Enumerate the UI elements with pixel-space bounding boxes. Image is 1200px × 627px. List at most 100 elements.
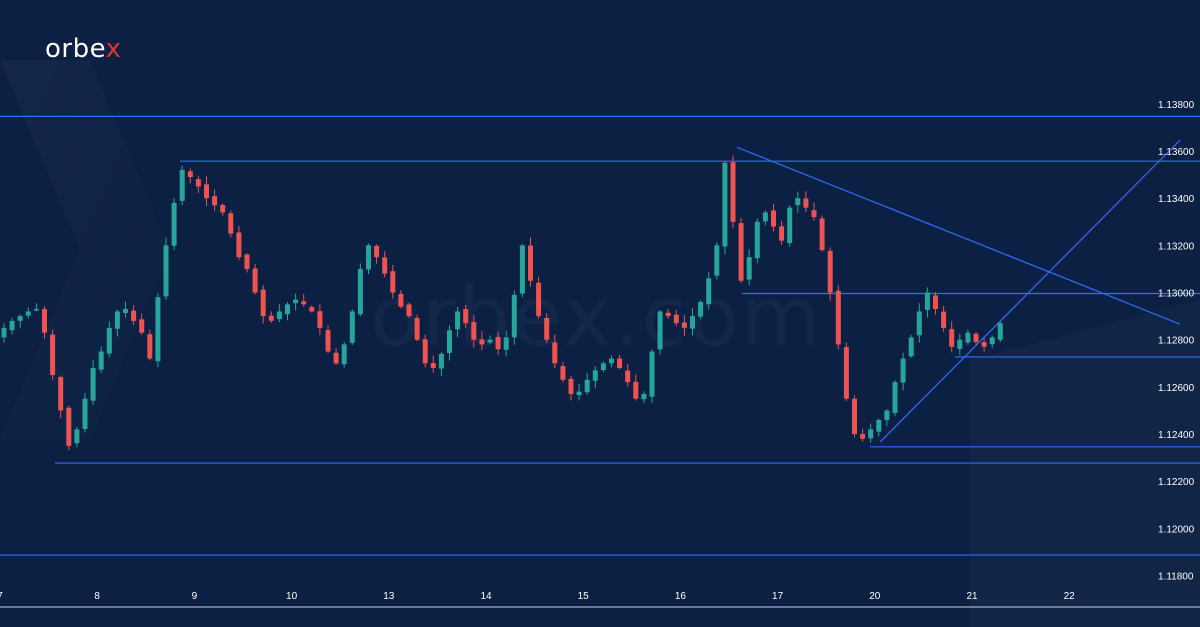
candle-bear [252,268,258,293]
candle-bull [876,419,882,432]
candle-bull [366,245,371,270]
candle-bull [455,311,461,330]
candle-bear [738,223,744,281]
candle-bull [900,358,906,383]
x-tick-label: 10 [286,591,298,602]
candle-bear [681,322,687,328]
candle-bull [592,370,598,381]
candle-bull [997,323,1003,340]
candle-bull [965,332,971,343]
candle-bull [487,339,493,343]
candle-bear [268,315,274,321]
candle-bear [827,250,833,293]
y-tick-label: 1.13400 [1158,194,1195,205]
candle-bear [479,339,485,345]
candle-bear [382,257,388,274]
candle-bull [698,301,704,317]
candle-bull [25,311,31,316]
candle-bear [544,317,550,340]
candle-bear [414,317,420,340]
candle-bull [9,320,15,331]
candle-bear [617,358,623,369]
candle-bear [390,271,396,293]
candle-bull [916,311,922,336]
candle-bear [843,347,849,399]
candle-bear [463,309,469,324]
candle-bear [58,377,64,411]
candle-bear [195,179,201,187]
x-tick-label: 15 [578,591,590,602]
candle-bull [17,316,23,321]
candle-bull [349,311,355,343]
candle-bear [236,232,242,258]
candle-bear [430,363,436,369]
candle-bull [171,202,177,246]
candle-bear [204,184,209,199]
candle-bull [884,410,890,421]
candle-bear [779,226,785,241]
candle-bear [187,171,193,177]
y-tick-label: 1.13800 [1158,100,1195,111]
candle-bull [503,337,509,350]
candle-bull [657,311,663,350]
candle-bear [552,342,558,364]
candle-bear [941,311,947,328]
candle-bull [600,363,606,370]
candle-bear [811,210,817,218]
candle-bear [147,334,153,359]
candle-bear [633,381,639,399]
candle-bull [690,316,695,329]
candle-bear [819,218,825,251]
candle-bear [309,307,315,312]
candle-bull [892,382,898,413]
candle-bull [447,330,452,353]
candle-bull [722,162,728,247]
candle-bull [868,429,874,439]
candle-bear [406,304,412,317]
candle-bull [163,245,169,297]
candle-bear [42,309,47,333]
candle-bull [179,169,185,201]
candle-bear [568,378,574,394]
x-tick-label: 20 [869,591,881,602]
candle-bull [74,429,80,444]
candle-bear [560,366,566,380]
candle-bull [293,299,299,304]
x-tick-label: 14 [480,591,492,602]
candle-bear [981,342,987,347]
candle-bear [973,333,979,343]
candle-bull [511,294,517,338]
orbex-logo: orbex [45,34,122,64]
candle-bear [422,339,428,364]
x-tick-label: 13 [383,591,395,602]
y-tick-label: 1.12000 [1158,524,1195,535]
candle-bear [536,282,542,317]
x-tick-label: 7 [0,591,3,602]
candle-bear [325,330,331,352]
candle-bear [771,210,776,227]
candle-bear [730,162,736,222]
candle-bull [641,393,647,400]
candle-bull [98,351,104,370]
candle-bull [989,337,995,345]
candle-bull [706,278,712,305]
candle-bull [1,327,7,338]
y-tick-label: 1.11800 [1158,572,1194,583]
candle-bull [285,304,290,315]
candle-bull [341,344,347,365]
candle-bear [471,322,477,340]
candle-bull [754,221,760,259]
trend-line [879,139,1181,443]
y-tick-label: 1.12400 [1158,430,1195,441]
candle-bull [714,245,720,276]
watermark: orbex.com [370,270,823,365]
candle-bear [852,398,857,435]
candle-bear [835,290,841,345]
y-tick-label: 1.12600 [1158,383,1195,394]
candle-bear [228,213,234,234]
candle-bear [139,319,145,333]
x-tick-label: 16 [675,591,687,602]
candle-bull [908,337,914,357]
y-tick-label: 1.13000 [1158,289,1195,300]
